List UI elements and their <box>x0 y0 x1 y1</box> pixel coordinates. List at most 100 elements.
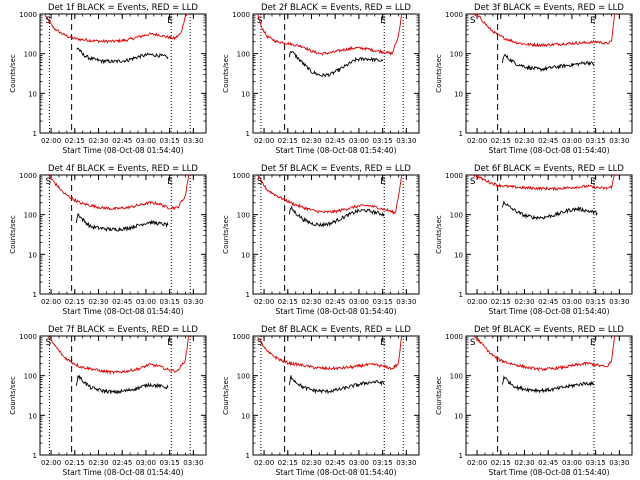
chart-6-series-lld-line <box>473 175 616 192</box>
chart-6-xtick-label: 03:15 <box>586 298 606 306</box>
chart-9-xtick-label: 02:30 <box>514 459 534 467</box>
chart-1-ytick-label: 1 <box>33 130 37 138</box>
chart-2-xtick-label: 03:15 <box>373 137 393 145</box>
chart-8-start-marker: S <box>257 338 263 348</box>
chart-5-series-lld-line <box>257 175 403 216</box>
chart-4-ytick-label: 1000 <box>19 172 37 180</box>
chart-6-y-axis-label: Counts/sec <box>435 215 443 254</box>
chart-4-panel: Det 4f BLACK = Events, RED = LLD 1 10 100 10… <box>9 164 207 316</box>
chart-1-xtick-label: 03:00 <box>136 137 156 145</box>
chart-5-ytick-label: 10 <box>241 251 250 259</box>
chart-2-ytick-label: 100 <box>237 51 250 59</box>
chart-4-end-marker: E <box>167 177 173 187</box>
chart-3-series-events-line <box>501 54 595 73</box>
chart-7-ytick-label: 1 <box>33 452 37 460</box>
chart-4-x-axis-label: Start Time (08-Oct-08 01:54:40) <box>62 307 183 316</box>
chart-1-xtick-label: 03:30 <box>183 137 203 145</box>
chart-5-xtick-label: 02:15 <box>278 298 298 306</box>
chart-7-plot-frame <box>39 335 207 456</box>
chart-3-start-marker: S <box>470 16 476 26</box>
chart-9-title: Det 9f BLACK = Events, RED = LLD <box>474 325 624 335</box>
chart-9-xtick-label: 02:00 <box>467 459 487 467</box>
chart-4-xtick-label: 03:30 <box>183 298 203 306</box>
chart-9-ytick-label: 1000 <box>445 333 463 341</box>
chart-6-ytick-label: 10 <box>454 251 463 259</box>
chart-8-ytick-label: 1 <box>246 452 250 460</box>
chart-8-xtick-label: 03:30 <box>396 459 416 467</box>
chart-8-ytick-label: 1000 <box>232 333 250 341</box>
chart-4-ytick-label: 100 <box>24 212 37 220</box>
chart-2-xtick-label: 03:30 <box>396 137 416 145</box>
chart-8-xtick-label: 03:15 <box>373 459 393 467</box>
chart-6-series-events-line <box>501 200 598 221</box>
chart-2-series-lld-line <box>257 14 403 56</box>
chart-3-xtick-label: 02:15 <box>491 137 511 145</box>
chart-2-ytick-label: 1000 <box>232 11 250 19</box>
chart-9-start-marker: S <box>470 338 476 348</box>
chart-4-series-lld-line <box>47 175 190 211</box>
chart-9-x-axis-label: Start Time (08-Oct-08 01:54:40) <box>488 468 609 477</box>
chart-2-end-marker: E <box>380 16 386 26</box>
chart-2-ytick-label: 10 <box>241 90 250 98</box>
chart-2-ytick-label: 1 <box>246 130 250 138</box>
chart-9-ytick-label: 1 <box>459 452 463 460</box>
chart-8-series-lld-line <box>257 336 403 371</box>
chart-6-ytick-label: 100 <box>450 212 463 220</box>
chart-6-xtick-label: 03:30 <box>609 298 629 306</box>
chart-9-xtick-label: 03:30 <box>609 459 629 467</box>
chart-6-panel: Det 6f BLACK = Events, RED = LLD 1 10 100 10… <box>435 164 633 316</box>
chart-9-xtick-label: 02:15 <box>491 459 511 467</box>
chart-7-xtick-label: 02:00 <box>41 459 61 467</box>
chart-4-xtick-label: 03:15 <box>160 298 180 306</box>
chart-1-series-lld-line <box>44 14 189 44</box>
chart-3-xtick-label: 03:00 <box>562 137 582 145</box>
chart-6-plot-frame <box>465 174 633 295</box>
chart-1-end-marker: E <box>167 16 173 26</box>
chart-5-start-marker: S <box>257 177 263 187</box>
chart-5-series-events-line <box>288 205 385 228</box>
chart-7-xtick-label: 02:15 <box>65 459 85 467</box>
chart-2-xtick-label: 02:00 <box>254 137 274 145</box>
chart-8-xtick-label: 02:45 <box>325 459 345 467</box>
chart-8-y-axis-label: Counts/sec <box>222 376 230 415</box>
chart-2-xtick-label: 02:30 <box>301 137 321 145</box>
chart-7-ytick-label: 10 <box>28 412 37 420</box>
chart-6-xtick-label: 02:00 <box>467 298 487 306</box>
chart-6-ytick-label: 1000 <box>445 172 463 180</box>
chart-9-xtick-label: 03:00 <box>562 459 582 467</box>
chart-1-title: Det 1f BLACK = Events, RED = LLD <box>48 3 198 13</box>
chart-5-ytick-label: 1000 <box>232 172 250 180</box>
chart-1-ytick-label: 100 <box>24 51 37 59</box>
chart-8-plot-frame <box>252 335 420 456</box>
chart-7-xtick-label: 03:15 <box>160 459 180 467</box>
chart-3-plot-frame <box>465 13 633 134</box>
chart-2-xtick-label: 03:00 <box>349 137 369 145</box>
chart-6-xtick-label: 02:45 <box>538 298 558 306</box>
chart-4-xtick-label: 02:00 <box>41 298 61 306</box>
chart-5-xtick-label: 02:45 <box>325 298 345 306</box>
chart-3-x-axis-label: Start Time (08-Oct-08 01:54:40) <box>488 146 609 155</box>
chart-5-xtick-label: 03:00 <box>349 298 369 306</box>
chart-3-xtick-label: 03:15 <box>586 137 606 145</box>
chart-2-x-axis-label: Start Time (08-Oct-08 01:54:40) <box>275 146 396 155</box>
chart-7-x-axis-label: Start Time (08-Oct-08 01:54:40) <box>62 468 183 477</box>
chart-6-ytick-label: 1 <box>459 291 463 299</box>
chart-1-series-events-line <box>76 47 169 65</box>
chart-7-y-axis-label: Counts/sec <box>9 376 17 415</box>
chart-8-end-marker: E <box>380 338 386 348</box>
chart-7-start-marker: S <box>45 338 51 348</box>
chart-2-plot-frame <box>252 13 420 134</box>
chart-5-end-marker: E <box>380 177 386 187</box>
chart-3-xtick-label: 02:45 <box>538 137 558 145</box>
chart-7-end-marker: E <box>167 338 173 348</box>
chart-4-xtick-label: 02:30 <box>88 298 108 306</box>
chart-4-xtick-label: 03:00 <box>136 298 156 306</box>
chart-6-xtick-label: 02:30 <box>514 298 534 306</box>
chart-7-series-events-line <box>75 374 169 395</box>
chart-7-xtick-label: 03:00 <box>136 459 156 467</box>
chart-4-title: Det 4f BLACK = Events, RED = LLD <box>48 164 198 174</box>
chart-5-xtick-label: 02:30 <box>301 298 321 306</box>
chart-2-xtick-label: 02:45 <box>325 137 345 145</box>
chart-3-xtick-label: 02:00 <box>467 137 487 145</box>
